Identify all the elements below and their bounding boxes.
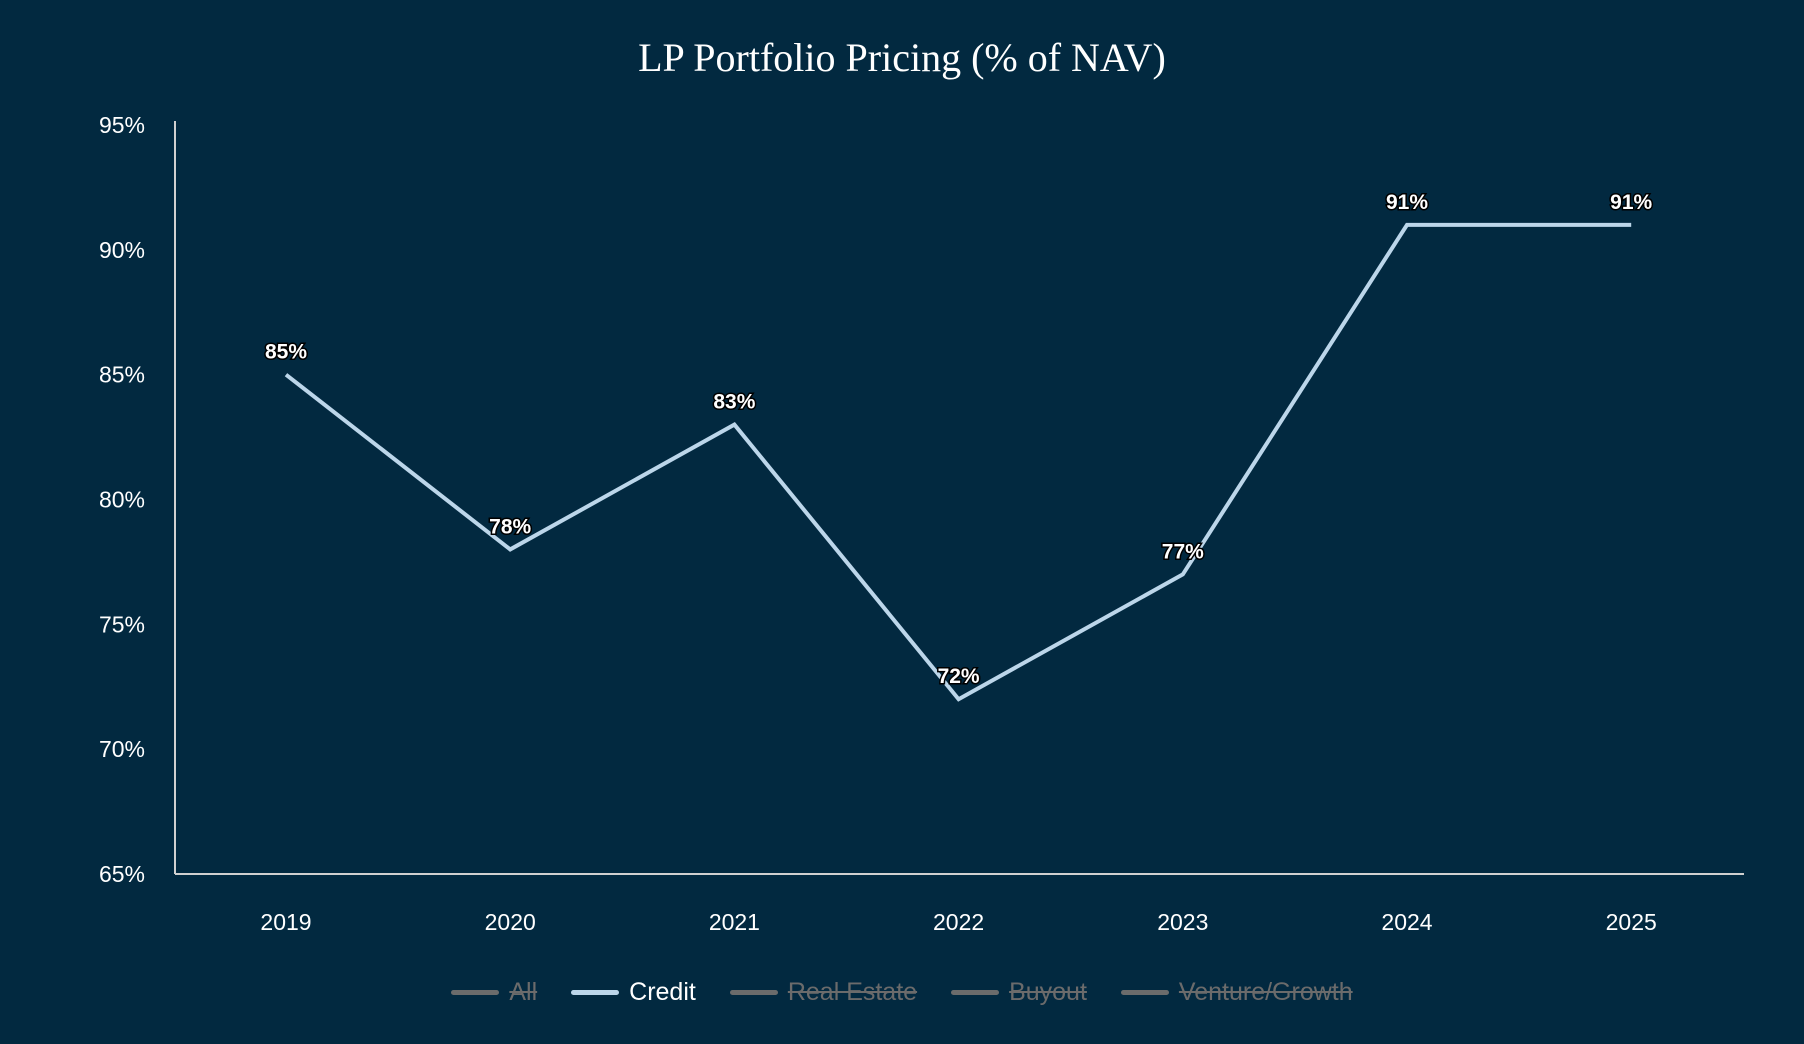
legend: All Credit Real Estate Buyout Venture/Growth: [0, 978, 1804, 1007]
legend-label: Real Estate: [787, 978, 918, 1006]
data-label: 78%: [489, 515, 531, 538]
data-label: 91%: [1386, 191, 1428, 214]
x-tick-label: 2019: [260, 909, 311, 935]
legend-swatch: [951, 990, 1000, 995]
legend-label: All: [509, 978, 538, 1006]
y-tick-label: 95%: [99, 112, 145, 138]
chart-title: LP Portfolio Pricing (% of NAV): [638, 35, 1166, 80]
legend-swatch: [729, 990, 778, 995]
x-tick-label: 2025: [1606, 909, 1657, 935]
legend-swatch: [1120, 990, 1169, 995]
y-tick-label: 80%: [99, 487, 145, 513]
legend-item-all[interactable]: All: [451, 978, 537, 1007]
y-tick-label: 90%: [99, 237, 145, 263]
x-tick-label: 2022: [933, 909, 984, 935]
data-label: 91%: [1610, 191, 1652, 214]
legend-item-buyout[interactable]: Buyout: [951, 978, 1087, 1007]
y-tick-label: 70%: [99, 736, 145, 762]
legend-item-credit[interactable]: Credit: [571, 978, 696, 1007]
x-tick-label: 2024: [1381, 909, 1432, 935]
legend-label: Buyout: [1009, 978, 1087, 1006]
data-label: 83%: [713, 391, 755, 414]
data-label: 72%: [938, 665, 980, 688]
legend-label: Venture/Growth: [1178, 978, 1353, 1006]
legend-item-real-estate[interactable]: Real Estate: [729, 978, 918, 1007]
y-tick-label: 65%: [99, 861, 145, 887]
x-tick-label: 2020: [485, 909, 536, 935]
x-tick-label: 2023: [1157, 909, 1208, 935]
legend-item-venture-growth[interactable]: Venture/Growth: [1120, 978, 1353, 1007]
legend-swatch: [571, 990, 620, 995]
legend-label: Credit: [629, 978, 696, 1006]
legend-swatch: [451, 990, 500, 995]
y-tick-label: 85%: [99, 362, 145, 388]
series-line-credit: [284, 222, 1632, 702]
x-tick-label: 2021: [709, 909, 760, 935]
y-tick-label: 75%: [99, 611, 145, 637]
data-label: 77%: [1162, 540, 1204, 563]
data-label: 85%: [265, 341, 307, 364]
